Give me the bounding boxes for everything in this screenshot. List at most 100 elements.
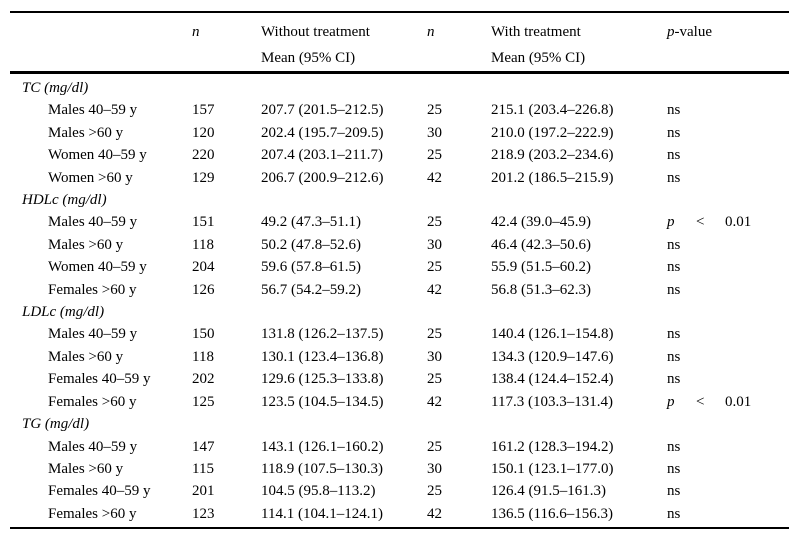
- mean-ci-with-cell: 117.3 (103.3–131.4): [491, 393, 613, 410]
- header-without-treatment-line1: Without treatment: [261, 24, 370, 40]
- row-label: Males >60 y: [48, 236, 124, 253]
- header-p-value-rest: -value: [674, 24, 712, 40]
- row-label: Males >60 y: [48, 348, 124, 365]
- n-with-cell: 30: [427, 124, 442, 141]
- table-row: Females >60 y 126 56.7 (54.2–59.2) 42 56.8 (…: [22, 279, 789, 301]
- row-label: Males >60 y: [48, 460, 124, 477]
- p-value-cell: ns: [667, 259, 681, 276]
- row-label: Women 40–59 y: [48, 259, 147, 276]
- p-symbol: p: [667, 214, 675, 231]
- p-value-cell: ns: [667, 438, 681, 455]
- n-with-cell: 25: [427, 371, 442, 388]
- mean-ci-without-cell: 143.1 (126.1–160.2): [261, 438, 384, 455]
- lipid-results-table: n Without treatment Mean (95% CI) n With…: [10, 11, 789, 530]
- n-without-cell: 118: [192, 236, 214, 253]
- table-row: Males >60 y 120 202.4 (195.7–209.5) 30 210.0…: [22, 122, 789, 144]
- mean-ci-without-cell: 118.9 (107.5–130.3): [261, 460, 383, 477]
- header-with-treatment: With treatment Mean (95% CI): [491, 19, 667, 71]
- mean-ci-without-cell: 129.6 (125.3–133.8): [261, 371, 384, 388]
- mean-ci-with-cell: 215.1 (203.4–226.8): [491, 102, 614, 119]
- table-row: Males >60 y 118 50.2 (47.8–52.6) 30 46.4 (42…: [22, 234, 789, 256]
- mean-ci-with-cell: 136.5 (116.6–156.3): [491, 505, 613, 522]
- mean-ci-with-cell: 218.9 (203.2–234.6): [491, 147, 614, 164]
- table-row: Females 40–59 y 202 129.6 (125.3–133.8) 25 1…: [22, 368, 789, 390]
- mean-ci-with-cell: 56.8 (51.3–62.3): [491, 281, 591, 298]
- table-row: Males 40–59 y 157 207.7 (201.5–212.5) 25 215…: [22, 99, 789, 121]
- mean-ci-without-cell: 49.2 (47.3–51.1): [261, 214, 361, 231]
- mean-ci-without-cell: 56.7 (54.2–59.2): [261, 281, 361, 298]
- mean-ci-without-cell: 104.5 (95.8–113.2): [261, 483, 376, 500]
- mean-ci-without-cell: 59.6 (57.8–61.5): [261, 259, 361, 276]
- header-p-value-italic: p: [667, 24, 675, 40]
- table-row: Males 40–59 y 151 49.2 (47.3–51.1) 25 42.4 (…: [22, 211, 789, 233]
- row-label: Males 40–59 y: [48, 102, 138, 119]
- n-without-cell: 125: [192, 393, 215, 410]
- mean-ci-with-cell: 150.1 (123.1–177.0): [491, 460, 614, 477]
- p-threshold: 0.01: [725, 214, 752, 231]
- p-threshold: 0.01: [725, 393, 752, 410]
- table-row: Women >60 y 129 206.7 (200.9–212.6) 42 201.2…: [22, 167, 789, 189]
- p-value-cell: p <0.01: [667, 211, 789, 233]
- table-row: Women 40–59 y 204 59.6 (57.8–61.5) 25 55.9 (…: [22, 256, 789, 278]
- row-label: Females 40–59 y: [48, 483, 151, 500]
- p-value-cell: ns: [667, 326, 681, 343]
- row-label: Males 40–59 y: [48, 326, 138, 343]
- mean-ci-with-cell: 210.0 (197.2–222.9): [491, 124, 614, 141]
- p-value-cell: ns: [667, 505, 681, 522]
- n-without-cell: 123: [192, 505, 215, 522]
- mean-ci-with-cell: 46.4 (42.3–50.6): [491, 236, 591, 253]
- n-with-cell: 25: [427, 214, 442, 231]
- p-value-cell: ns: [667, 102, 681, 119]
- n-with-cell: 42: [427, 281, 442, 298]
- n-without-cell: 151: [192, 214, 215, 231]
- row-label: Women >60 y: [48, 169, 133, 186]
- mean-ci-without-cell: 207.4 (203.1–211.7): [261, 147, 383, 164]
- header-n-with: n: [427, 24, 435, 40]
- n-without-cell: 115: [192, 460, 214, 477]
- n-without-cell: 126: [192, 281, 215, 298]
- mean-ci-with-cell: 140.4 (126.1–154.8): [491, 326, 614, 343]
- row-label: Males 40–59 y: [48, 438, 138, 455]
- p-symbol: p: [667, 393, 675, 410]
- row-label: Females 40–59 y: [48, 371, 151, 388]
- header-without-treatment-line2: Mean (95% CI): [261, 50, 356, 66]
- mean-ci-with-cell: 161.2 (128.3–194.2): [491, 438, 614, 455]
- p-value-cell: p <0.01: [667, 391, 789, 413]
- n-without-cell: 220: [192, 147, 215, 164]
- row-label: Females >60 y: [48, 281, 137, 298]
- mean-ci-with-cell: 55.9 (51.5–60.2): [491, 259, 591, 276]
- table-row: Males >60 y 115 118.9 (107.5–130.3) 30 150.1…: [22, 458, 789, 480]
- mean-ci-without-cell: 206.7 (200.9–212.6): [261, 169, 384, 186]
- section-title: LDLc (mg/dl): [22, 304, 105, 321]
- header-without-treatment: Without treatment Mean (95% CI): [261, 19, 427, 71]
- n-without-cell: 204: [192, 259, 215, 276]
- n-with-cell: 25: [427, 102, 442, 119]
- p-operator: <: [696, 214, 705, 231]
- p-value-cell: ns: [667, 483, 681, 500]
- p-value-cell: ns: [667, 371, 681, 388]
- n-without-cell: 147: [192, 438, 215, 455]
- table-row: Women 40–59 y 220 207.4 (203.1–211.7) 25 218…: [22, 144, 789, 166]
- header-n-without: n: [192, 24, 200, 40]
- n-with-cell: 25: [427, 483, 442, 500]
- header-p-value: p-value: [667, 19, 789, 45]
- n-without-cell: 157: [192, 102, 215, 119]
- header-with-treatment-line2: Mean (95% CI): [491, 50, 586, 66]
- n-without-cell: 150: [192, 326, 215, 343]
- p-value-cell: ns: [667, 281, 681, 298]
- p-value-cell: ns: [667, 348, 681, 365]
- n-with-cell: 42: [427, 169, 442, 186]
- n-without-cell: 118: [192, 348, 214, 365]
- n-with-cell: 25: [427, 147, 442, 164]
- n-with-cell: 30: [427, 348, 442, 365]
- n-with-cell: 25: [427, 438, 442, 455]
- n-with-cell: 42: [427, 393, 442, 410]
- table-body: TC (mg/dl) Males 40–59 y 157 207.7 (201.5–2…: [10, 74, 789, 527]
- mean-ci-without-cell: 123.5 (104.5–134.5): [261, 393, 384, 410]
- table-row: Females >60 y 123 114.1 (104.1–124.1) 42 136…: [22, 503, 789, 525]
- mean-ci-without-cell: 131.8 (126.2–137.5): [261, 326, 384, 343]
- n-with-cell: 25: [427, 259, 442, 276]
- row-label: Males >60 y: [48, 124, 124, 141]
- table-row: Males 40–59 y 147 143.1 (126.1–160.2) 25 161…: [22, 436, 789, 458]
